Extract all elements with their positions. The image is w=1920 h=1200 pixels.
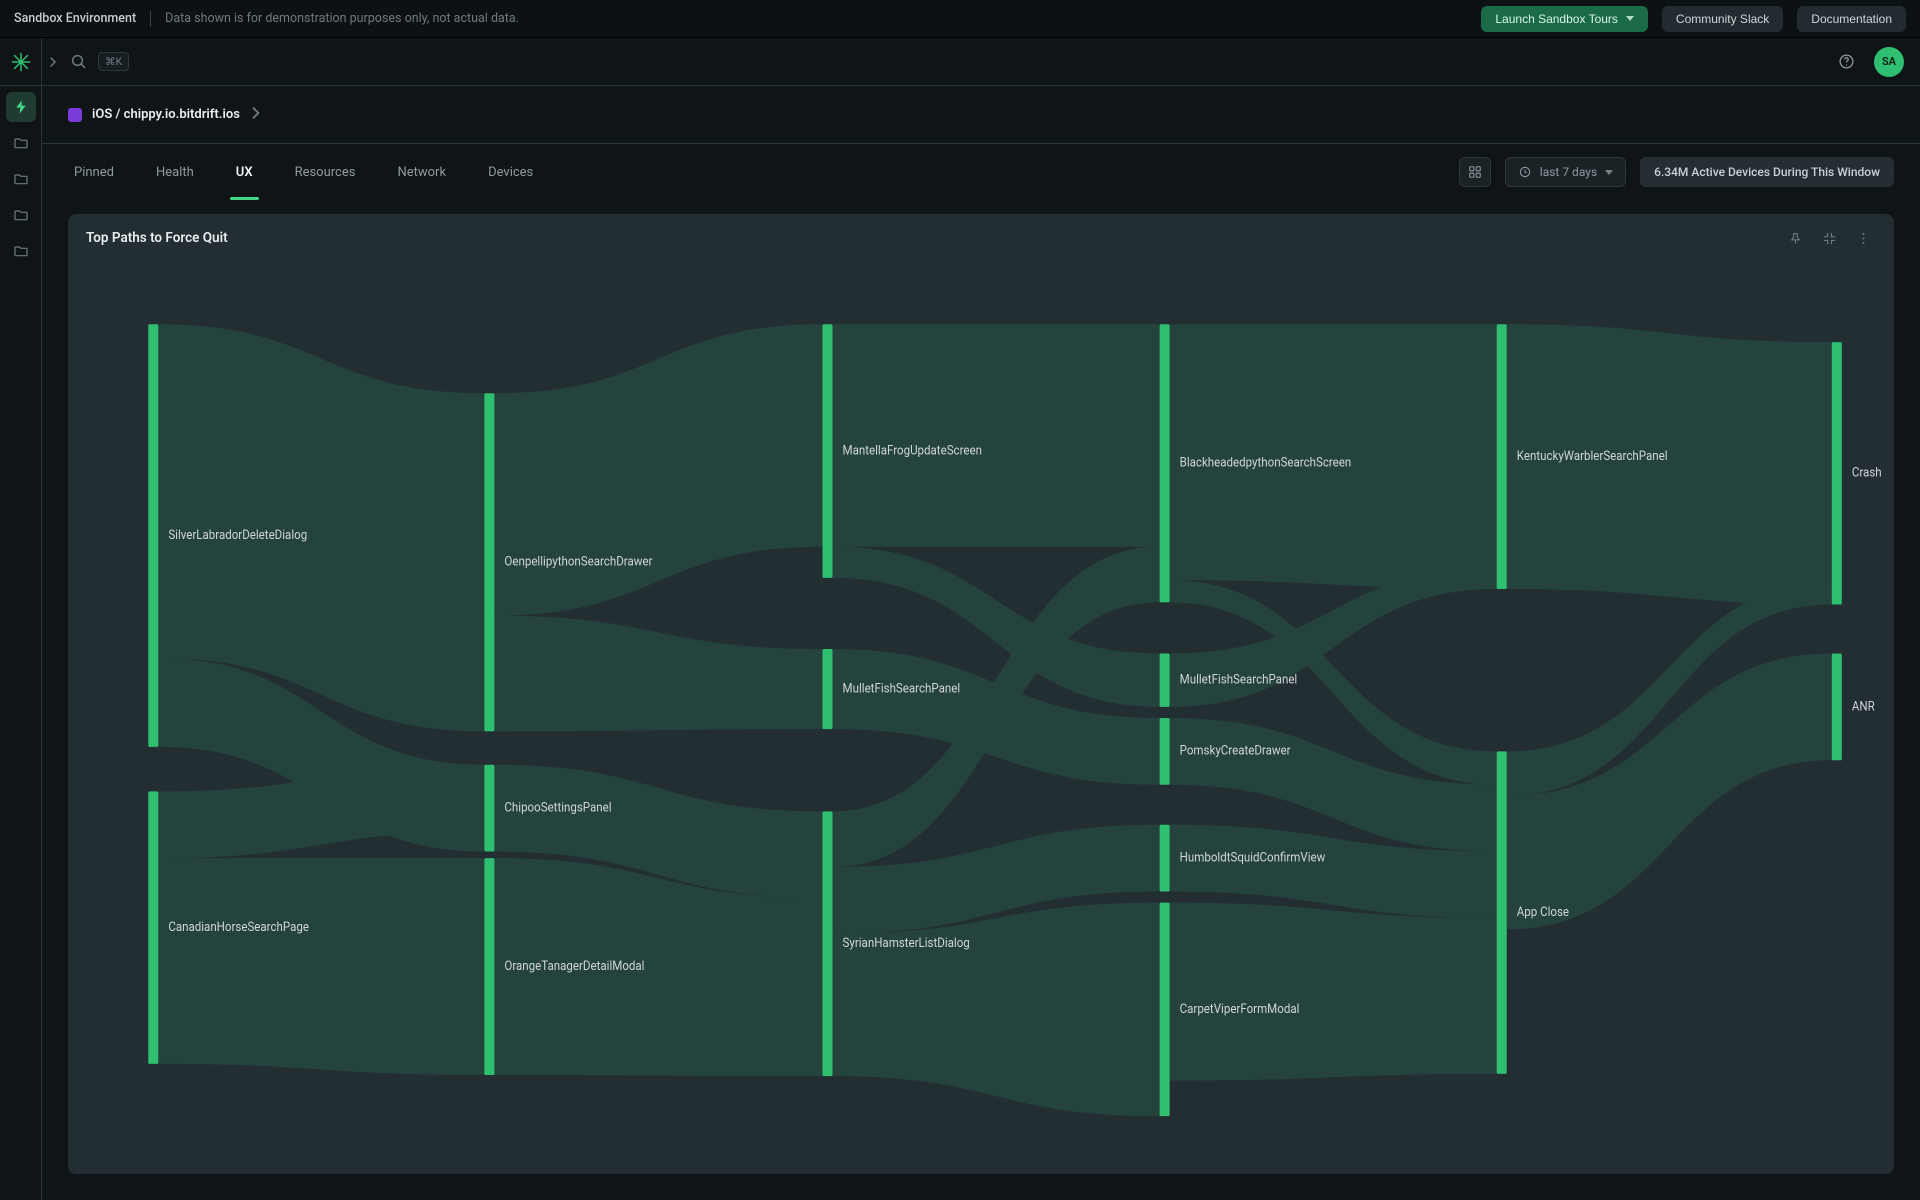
sankey-chart: SilverLabradorDeleteDialog CanadianHorseS… [68, 262, 1894, 1174]
card-header: Top Paths to Force Quit [68, 214, 1894, 262]
devices-summary-pill: 6.34M Active Devices During This Window [1640, 157, 1894, 187]
clock-icon [1518, 165, 1532, 179]
app-header: ⌘K SA [0, 38, 1920, 86]
card-collapse-button[interactable] [1816, 225, 1842, 251]
pin-icon [1788, 231, 1803, 246]
svg-text:BlackheadedpythonSearchScreen: BlackheadedpythonSearchScreen [1180, 455, 1352, 470]
time-range-button[interactable]: last 7 days [1505, 157, 1626, 187]
sandbox-notice-bar: Sandbox Environment Data shown is for de… [0, 0, 1920, 38]
rail-item-folder-3[interactable] [6, 200, 36, 230]
logo-cell [0, 38, 42, 85]
documentation-label: Documentation [1811, 12, 1892, 26]
rail-item-insights[interactable] [6, 92, 36, 122]
divider [150, 11, 151, 27]
search-shortcut: ⌘K [98, 52, 129, 71]
main-area: iOS / chippy.io.bitdrift.ios Pinned Healt… [42, 86, 1920, 1200]
card-more-button[interactable] [1850, 225, 1876, 251]
time-range-label: last 7 days [1540, 165, 1597, 179]
card-pin-button[interactable] [1782, 225, 1808, 251]
tab-network[interactable]: Network [391, 144, 452, 200]
launch-tours-button[interactable]: Launch Sandbox Tours [1481, 6, 1648, 32]
expand-rail-button[interactable] [42, 57, 64, 67]
launch-tours-label: Launch Sandbox Tours [1495, 12, 1618, 26]
svg-text:CanadianHorseSearchPage: CanadianHorseSearchPage [168, 919, 309, 934]
documentation-button[interactable]: Documentation [1797, 6, 1906, 32]
svg-text:ANR: ANR [1852, 699, 1875, 714]
svg-text:SyrianHamsterListDialog: SyrianHamsterListDialog [843, 936, 970, 951]
chevron-down-icon [1605, 170, 1613, 175]
tab-devices[interactable]: Devices [482, 144, 539, 200]
community-slack-button[interactable]: Community Slack [1662, 6, 1783, 32]
breadcrumb-row: iOS / chippy.io.bitdrift.ios [42, 86, 1920, 144]
svg-text:MantellaFrogUpdateScreen: MantellaFrogUpdateScreen [843, 443, 982, 458]
folder-icon [13, 243, 29, 259]
layout-grid-button[interactable] [1459, 157, 1491, 187]
card-title: Top Paths to Force Quit [86, 230, 228, 246]
app-platform-icon [68, 108, 82, 122]
svg-text:App Close: App Close [1517, 904, 1570, 919]
rail-item-folder-4[interactable] [6, 236, 36, 266]
devices-summary-text: 6.34M Active Devices During This Window [1654, 165, 1880, 179]
tab-ux[interactable]: UX [230, 144, 259, 200]
svg-text:PomskyCreateDrawer: PomskyCreateDrawer [1180, 743, 1291, 758]
nav-rail [0, 86, 42, 1200]
svg-text:Crash: Crash [1852, 465, 1882, 480]
env-note: Data shown is for demonstration purposes… [165, 11, 519, 26]
search-icon [70, 53, 88, 71]
user-avatar[interactable]: SA [1874, 47, 1904, 77]
tabs-row: Pinned Health UX Resources Network Devices la… [42, 144, 1920, 200]
more-vertical-icon [1856, 231, 1871, 246]
app-logo-icon [10, 51, 32, 73]
tab-health[interactable]: Health [150, 144, 200, 200]
bolt-icon [13, 99, 29, 115]
tabs: Pinned Health UX Resources Network Devices [68, 144, 539, 200]
folder-icon [13, 135, 29, 151]
help-button[interactable] [1832, 48, 1860, 76]
svg-text:CarpetViperFormModal: CarpetViperFormModal [1180, 1001, 1300, 1016]
svg-text:MulletFishSearchPanel: MulletFishSearchPanel [843, 681, 961, 696]
svg-text:OrangeTanagerDetailModal: OrangeTanagerDetailModal [504, 958, 644, 973]
chevron-down-icon [1626, 16, 1634, 21]
env-label: Sandbox Environment [14, 11, 136, 26]
svg-text:HumboldtSquidConfirmView: HumboldtSquidConfirmView [1180, 850, 1326, 865]
help-icon [1838, 53, 1855, 70]
avatar-initials: SA [1882, 55, 1896, 68]
minimize-icon [1822, 231, 1837, 246]
grid-icon [1468, 165, 1482, 179]
folder-icon [13, 171, 29, 187]
tab-resources[interactable]: Resources [289, 144, 362, 200]
global-search[interactable]: ⌘K [64, 52, 129, 71]
rail-item-folder-2[interactable] [6, 164, 36, 194]
folder-icon [13, 207, 29, 223]
svg-text:SilverLabradorDeleteDialog: SilverLabradorDeleteDialog [168, 527, 307, 542]
chevron-right-icon [250, 107, 262, 123]
svg-text:OenpellipythonSearchDrawer: OenpellipythonSearchDrawer [504, 554, 652, 569]
svg-text:ChipooSettingsPanel: ChipooSettingsPanel [504, 800, 611, 815]
rail-item-folder-1[interactable] [6, 128, 36, 158]
force-quit-paths-card: Top Paths to Force Quit SilverLabradorDe… [68, 214, 1894, 1174]
svg-text:KentuckyWarblerSearchPanel: KentuckyWarblerSearchPanel [1517, 448, 1668, 463]
breadcrumb-text[interactable]: iOS / chippy.io.bitdrift.ios [92, 107, 240, 122]
svg-text:MulletFishSearchPanel: MulletFishSearchPanel [1180, 672, 1298, 687]
community-slack-label: Community Slack [1676, 12, 1769, 26]
tab-pinned[interactable]: Pinned [68, 144, 120, 200]
